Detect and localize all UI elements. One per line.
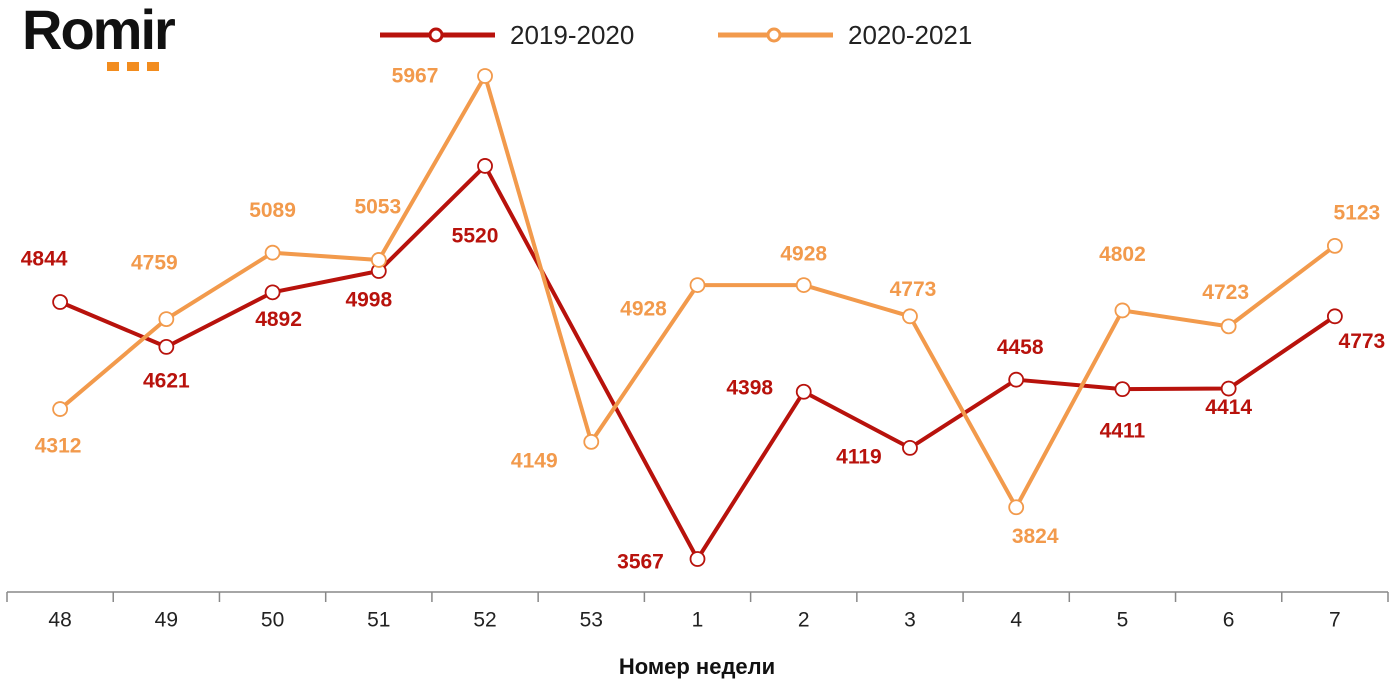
data-label: 4892 [255, 308, 302, 331]
x-tick-label: 6 [1223, 609, 1235, 632]
x-tick-label: 53 [580, 609, 603, 632]
data-label: 5089 [249, 199, 296, 222]
series-line [59, 163, 1337, 561]
x-tick-label: 52 [473, 609, 496, 632]
data-label: 4458 [997, 336, 1044, 359]
data-point [1114, 302, 1131, 319]
data-label: 3567 [617, 551, 664, 574]
data-point [158, 311, 175, 328]
data-label: 4723 [1202, 281, 1249, 304]
x-tick-label: 3 [904, 609, 916, 632]
data-point [1220, 380, 1237, 397]
data-label: 5967 [392, 65, 439, 88]
data-label: 5520 [452, 225, 499, 248]
data-label: 4998 [345, 289, 392, 312]
data-point [1220, 318, 1237, 335]
data-label: 4773 [890, 278, 937, 301]
x-tick-label: 50 [261, 609, 284, 632]
logo-dot [147, 62, 159, 71]
legend-label: 2020-2021 [848, 20, 972, 50]
x-tick-label: 5 [1117, 609, 1129, 632]
data-point [689, 277, 706, 293]
data-point [1326, 237, 1343, 254]
x-tick-label: 49 [155, 609, 178, 632]
data-point [583, 433, 600, 450]
data-label: 4411 [1100, 420, 1146, 443]
data-point [1326, 308, 1343, 325]
data-label: 4149 [511, 449, 558, 472]
data-point [52, 294, 69, 310]
data-label: 4621 [143, 369, 190, 392]
logo-text: Romir [22, 0, 175, 61]
x-axis-title: Номер недели [619, 654, 775, 679]
legend-label: 2019-2020 [510, 20, 634, 50]
data-point [689, 551, 706, 567]
data-label: 4802 [1099, 243, 1146, 266]
data-label: 4759 [131, 252, 178, 275]
data-label: 4928 [620, 298, 667, 321]
data-point [158, 338, 175, 355]
data-label: 4414 [1205, 396, 1252, 419]
data-point [1008, 499, 1025, 516]
data-label: 4398 [726, 376, 773, 399]
x-tick-label: 7 [1329, 609, 1341, 632]
data-point [264, 284, 281, 301]
data-point [795, 277, 812, 293]
data-point [264, 244, 281, 261]
legend-marker [766, 27, 782, 43]
legend-marker [428, 27, 444, 43]
x-tick-label: 1 [692, 609, 704, 632]
data-point [477, 158, 493, 174]
x-tick-label: 51 [367, 609, 390, 632]
data-point [370, 252, 387, 268]
x-tick-label: 2 [798, 609, 810, 632]
data-point [52, 401, 69, 417]
data-label: 4844 [21, 248, 68, 271]
logo-dot [107, 62, 119, 71]
x-tick-label: 4 [1010, 609, 1022, 632]
data-label: 4928 [780, 243, 827, 266]
x-tick-label: 48 [48, 609, 71, 632]
logo-dot [127, 62, 139, 71]
data-point [902, 308, 918, 325]
data-label: 5053 [354, 195, 401, 218]
logo: Romir [22, 0, 177, 71]
data-label: 4773 [1339, 330, 1386, 353]
data-point [1114, 381, 1131, 398]
data-point [902, 440, 918, 456]
data-label: 5123 [1334, 201, 1381, 224]
data-point [795, 383, 812, 400]
data-label: 4119 [836, 445, 882, 468]
data-point [1008, 371, 1025, 388]
data-label: 3824 [1012, 525, 1059, 548]
data-point [477, 68, 493, 84]
data-label: 4312 [35, 435, 82, 458]
